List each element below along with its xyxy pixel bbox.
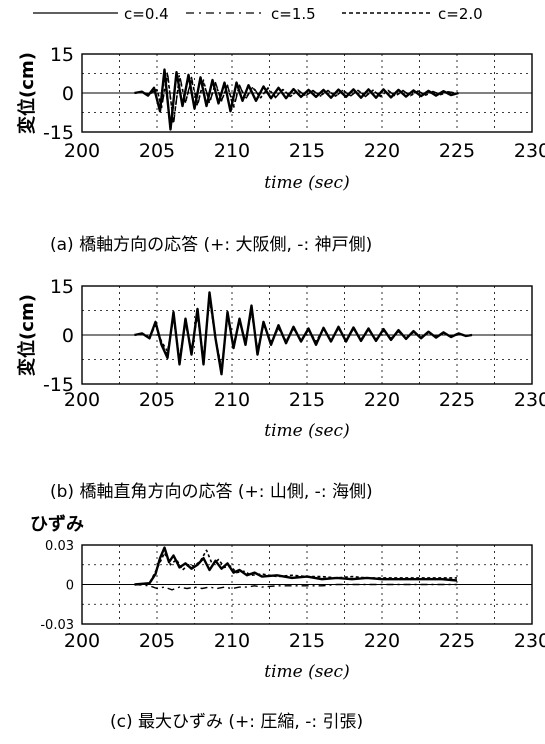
series-c-0-4-line [134,68,459,131]
chart-b-caption: (b) 橋軸直角方向の応答 (+: 山側, -: 海側) [50,482,373,502]
chart-c: ひずみ 200 205 210 215 220 225 230 -0.03 0 0.03 time… [30,514,545,732]
chart-a-ylabel: 変位(cm) [16,52,38,134]
y-tick-label: 0 [62,83,74,105]
y-tick-label: 0.03 [45,539,74,554]
x-tick-label: 200 [64,140,100,162]
x-tick-label: 225 [439,389,475,411]
chart-c-caption: (c) 最大ひずみ (+: 圧縮, -: 引張) [110,712,363,732]
x-tick-label: 215 [289,389,325,411]
x-tick-label: 215 [289,630,325,652]
chart-c-series [134,546,458,591]
series-c-1-5-line [134,71,456,125]
chart-c-xlabel: time (sec) [264,662,349,682]
series-c-2-0-line [134,549,457,586]
x-tick-label: 205 [139,140,175,162]
chart-a-series [134,68,459,131]
chart-c-ticks: 200 205 210 215 220 225 230 -0.03 0 0.03 [40,539,545,652]
series-c-2-0-line [134,74,456,123]
chart-c-grid [82,545,532,624]
x-tick-label: 225 [439,630,475,652]
y-tick-label: 0 [62,325,74,347]
chart-b-series [134,291,473,376]
y-tick-label: -15 [43,374,74,396]
chart-b-ylabel: 変位(cm) [16,294,38,376]
x-tick-label: 225 [439,140,475,162]
series-c-0-4-line [134,291,473,376]
chart-a-ticks: 200 205 210 215 220 225 230 -15 0 15 [43,44,545,162]
x-tick-label: 230 [514,389,545,411]
x-tick-label: 205 [139,389,175,411]
chart-b: 200 205 210 215 220 225 230 -15 0 15 変位(cm) time … [16,276,545,502]
y-tick-label: 0 [66,579,74,594]
chart-b-xlabel: time (sec) [264,421,349,441]
chart-a-caption: (a) 橋軸方向の応答 (+: 大阪側, -: 神戸側) [50,235,372,255]
chart-c-title: ひずみ [30,514,84,535]
series-c-0-4-line [134,546,458,586]
x-tick-label: 205 [139,630,175,652]
x-tick-label: 215 [289,140,325,162]
legend-label-1: c=0.4 [124,5,169,23]
x-tick-label: 220 [364,630,400,652]
x-tick-label: 220 [364,140,400,162]
y-tick-label: -15 [43,122,74,144]
x-tick-label: 200 [64,389,100,411]
x-tick-label: 230 [514,630,545,652]
chart-a-xlabel: time (sec) [264,173,349,193]
chart-b-ticks: 200 205 210 215 220 225 230 -15 0 15 [43,276,545,411]
x-tick-label: 230 [514,140,545,162]
series-c-2-0-line [134,298,473,369]
legend-label-3: c=2.0 [438,5,483,23]
x-tick-label: 210 [214,140,250,162]
y-tick-label: 15 [50,276,74,298]
y-tick-label: -0.03 [40,618,74,633]
chart-a: 200 205 210 215 220 225 230 -15 0 15 変位(cm) time … [16,44,545,255]
y-tick-label: 15 [50,44,74,66]
x-tick-label: 210 [214,389,250,411]
series-c-1-5-line [134,583,457,591]
x-tick-label: 220 [364,389,400,411]
legend: c=0.4 c=1.5 c=2.0 [33,5,483,23]
legend-label-2: c=1.5 [271,5,316,23]
x-tick-label: 210 [214,630,250,652]
x-tick-label: 200 [64,630,100,652]
